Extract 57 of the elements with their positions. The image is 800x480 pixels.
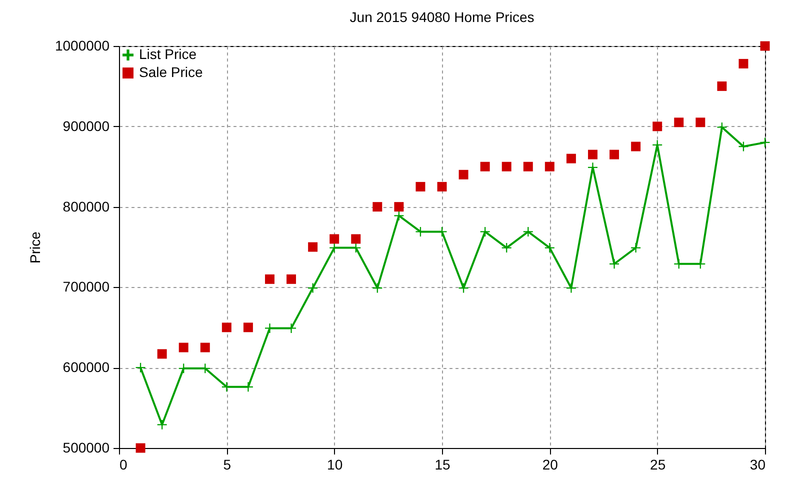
point	[458, 170, 468, 180]
point	[136, 443, 146, 453]
point	[157, 420, 167, 430]
point	[308, 242, 318, 252]
point	[566, 154, 576, 164]
point	[351, 234, 361, 244]
x-tick-label: 30	[750, 456, 766, 472]
y-tick-label: 600000	[62, 359, 110, 376]
point	[544, 243, 554, 253]
x-tick-label: 25	[650, 456, 666, 472]
point	[696, 118, 706, 128]
point	[610, 259, 620, 269]
point	[372, 202, 382, 212]
point	[652, 122, 662, 132]
y-tick-label: 500000	[62, 440, 110, 456]
legend-label: List Price	[139, 46, 197, 62]
point	[588, 150, 598, 160]
point	[544, 162, 554, 172]
point	[610, 150, 620, 160]
x-tick-label: 0	[120, 456, 128, 472]
point	[717, 81, 727, 91]
y-axis-title: Price	[26, 231, 43, 264]
x-tick-label: 5	[223, 456, 232, 472]
point	[480, 162, 490, 172]
y-tick-label: 1000000	[54, 38, 110, 54]
point	[222, 322, 232, 332]
point	[674, 118, 684, 128]
point	[437, 182, 447, 192]
x-tick-label: 10	[327, 456, 343, 472]
x-tick-label: 15	[434, 456, 450, 472]
point	[502, 162, 512, 172]
point	[416, 182, 426, 192]
point	[330, 234, 340, 244]
chart-title: Jun 2015 94080 Home Prices	[350, 9, 534, 25]
point	[566, 283, 576, 293]
y-tick-label: 700000	[62, 278, 110, 295]
point	[631, 142, 641, 152]
y-tick-label: 800000	[62, 198, 110, 214]
point	[286, 274, 296, 284]
point	[631, 243, 641, 253]
point	[308, 283, 318, 293]
point	[523, 226, 533, 236]
point	[738, 58, 748, 68]
point	[157, 349, 167, 359]
point	[523, 162, 533, 172]
point	[264, 274, 274, 284]
point	[502, 243, 512, 253]
legend-label: Sale Price	[139, 64, 204, 80]
point	[394, 202, 404, 212]
point	[480, 226, 490, 236]
point	[243, 322, 253, 332]
y-tick-label: 900000	[62, 118, 110, 134]
point	[717, 122, 727, 132]
point	[178, 342, 188, 352]
point	[760, 41, 770, 51]
x-tick-label: 20	[542, 456, 558, 472]
point	[200, 342, 210, 352]
